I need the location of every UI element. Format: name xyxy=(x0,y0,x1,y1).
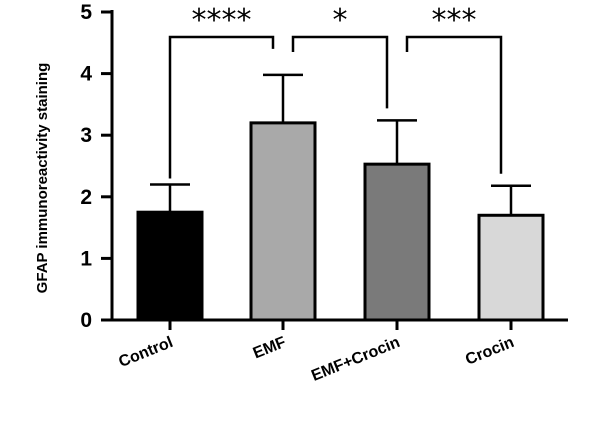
significance-label: * xyxy=(333,3,348,38)
y-ticks: 0 1 2 3 4 5 xyxy=(80,1,112,332)
x-tick-label: Control xyxy=(116,334,175,371)
significance-brackets: **** * *** xyxy=(168,3,503,179)
y-tick-label: 5 xyxy=(80,1,92,24)
x-tick-label: Crocin xyxy=(463,334,516,369)
bars xyxy=(136,121,545,322)
significance-label: **** xyxy=(192,3,252,38)
bar-control xyxy=(136,210,204,322)
y-axis-label: GFAP immunoreactivity staining xyxy=(34,63,51,294)
significance-label: *** xyxy=(432,3,477,38)
significance-bracket xyxy=(291,35,389,109)
error-bars xyxy=(150,73,531,216)
y-tick-label: 2 xyxy=(80,186,92,209)
significance-bracket xyxy=(405,35,503,174)
x-tick-label: EMF xyxy=(251,334,289,362)
y-tick-label: 4 xyxy=(80,63,92,86)
significance-bracket xyxy=(168,35,275,179)
bar-emf-crocin xyxy=(363,162,431,322)
bar-emf xyxy=(249,121,317,322)
y-tick-label: 1 xyxy=(80,247,92,270)
y-tick-label: 3 xyxy=(80,124,92,147)
y-tick-label: 0 xyxy=(80,309,92,332)
bar-crocin xyxy=(477,213,545,322)
x-ticks: Control EMF EMF+Crocin Crocin xyxy=(116,320,516,385)
x-tick-label: EMF+Crocin xyxy=(309,334,402,385)
